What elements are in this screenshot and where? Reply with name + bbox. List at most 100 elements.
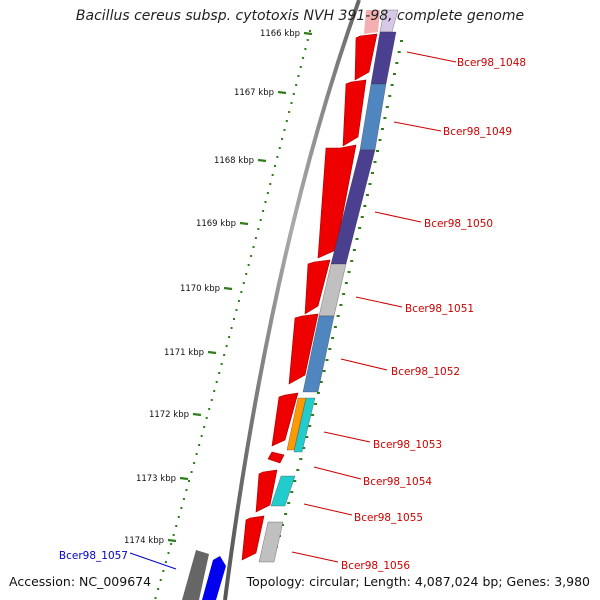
outer-dash xyxy=(325,359,329,361)
ruler-dot xyxy=(190,471,193,473)
ruler-dot xyxy=(290,102,293,104)
ruler-dot xyxy=(235,309,238,311)
forward-gene-arrow xyxy=(267,451,285,464)
ruler-dot xyxy=(193,462,196,464)
gene-label-leader xyxy=(291,551,339,563)
ruler-dot xyxy=(299,66,302,68)
ruler-tick-label: 1173 kbp xyxy=(136,474,176,484)
gene-label: Bcer98_1057 xyxy=(59,550,128,562)
ruler-dot xyxy=(200,435,203,437)
forward-gene-arrow xyxy=(288,313,319,385)
accession-text: Accession: NC_009674 xyxy=(9,574,152,589)
ruler-dot xyxy=(252,246,255,248)
ruler-dot xyxy=(218,372,221,374)
position-ruler: 1166 kbp 1167 kbp 1168 kbp 1169 kbp 1170 kbp… xyxy=(124,29,403,599)
ruler-dot xyxy=(180,507,183,509)
ruler-dot xyxy=(198,444,201,446)
forward-gene-arrow xyxy=(304,259,331,315)
forward-strand-genes xyxy=(241,10,380,561)
ruler-tick-label: 1171 kbp xyxy=(164,348,204,358)
outer-dash xyxy=(314,403,318,405)
gene-label-leader xyxy=(374,211,422,223)
outer-dash xyxy=(380,128,384,130)
ruler-tick-label: 1174 kbp xyxy=(124,536,164,546)
ruler-dot xyxy=(157,588,160,590)
ruler-dot xyxy=(254,237,257,239)
outer-dash xyxy=(378,139,382,141)
outer-dash xyxy=(376,150,380,152)
genome-summary: Topology: circular; Length: 4,087,024 bp… xyxy=(246,574,590,589)
forward-gene-arrow xyxy=(255,469,278,513)
outer-dash xyxy=(284,513,288,515)
ruler-dot xyxy=(237,300,240,302)
gene-label: Bcer98_1049 xyxy=(443,126,512,138)
ruler-dot xyxy=(185,489,188,491)
outer-dash xyxy=(328,348,332,350)
ruler-dot xyxy=(205,417,208,419)
ruler-dot xyxy=(278,147,281,149)
outer-dash xyxy=(336,315,340,317)
outer-dash xyxy=(383,117,387,119)
ruler-dot xyxy=(269,183,272,185)
ruler-tick-label: 1166 kbp xyxy=(260,29,300,39)
outer-dash xyxy=(287,502,291,504)
ruler-dot xyxy=(215,381,218,383)
ruler-dot xyxy=(309,30,311,32)
gene-label: Bcer98_1055 xyxy=(354,512,423,524)
ruler-dot xyxy=(177,516,180,518)
forward-gene-arrow xyxy=(364,10,380,34)
ruler-dot xyxy=(276,156,279,158)
outer-dash xyxy=(365,194,369,196)
feature-bar xyxy=(270,475,296,507)
ruler-dot xyxy=(295,84,298,86)
ruler-tick-label: 1169 kbp xyxy=(196,219,236,229)
gene-label: Bcer98_1050 xyxy=(424,218,493,230)
outer-dash xyxy=(333,326,337,328)
ruler-tick xyxy=(207,350,217,355)
ruler-dot xyxy=(240,291,243,293)
outer-dash xyxy=(385,106,389,108)
ruler-dot xyxy=(288,111,291,113)
ruler-dot xyxy=(162,570,165,572)
ruler-tick-label: 1168 kbp xyxy=(214,156,254,166)
ruler-tick xyxy=(223,286,233,291)
map-title: Bacillus cereus subsp. cytotoxis NVH 391… xyxy=(75,8,525,24)
outer-dash xyxy=(339,304,343,306)
outer-dash xyxy=(363,205,367,207)
outer-dash xyxy=(392,73,396,75)
outer-dash xyxy=(322,370,326,372)
gene-label-leader xyxy=(129,552,177,570)
ruler-dot xyxy=(262,210,265,212)
ruler-dot xyxy=(208,408,211,410)
gene-labels: Bcer98_1048 Bcer98_1049 Bcer98_1050 Bcer98_… xyxy=(59,51,526,572)
outer-dash xyxy=(308,425,312,427)
outer-dash xyxy=(368,183,372,185)
ruler-dot xyxy=(220,363,223,365)
outer-dash xyxy=(331,337,335,339)
ruler-tick xyxy=(167,538,177,543)
ruler-dot xyxy=(292,93,295,95)
feature-bar xyxy=(302,315,335,393)
ruler-dot xyxy=(259,219,262,221)
ruler-tick xyxy=(257,158,267,163)
ruler-dot xyxy=(228,336,231,338)
ruler-dot xyxy=(274,165,277,167)
ruler-dot xyxy=(264,201,267,203)
outer-dash xyxy=(400,40,403,42)
gene-label-leader xyxy=(393,121,442,132)
ruler-dot xyxy=(210,399,213,401)
gene-label-leader xyxy=(406,51,457,63)
forward-gene-arrow xyxy=(354,33,378,81)
ruler-dot xyxy=(154,597,157,599)
forward-gene-arrow xyxy=(241,515,265,561)
outer-dash xyxy=(350,260,354,262)
ruler-dot xyxy=(306,39,309,41)
feature-bar xyxy=(293,397,316,453)
ruler-dot xyxy=(285,120,288,122)
ruler-dot xyxy=(182,498,185,500)
ruler-dot xyxy=(170,543,173,545)
ruler-dot xyxy=(223,354,226,356)
outer-dash xyxy=(360,216,364,218)
outer-dash xyxy=(344,282,348,284)
feature-bar xyxy=(258,521,284,563)
